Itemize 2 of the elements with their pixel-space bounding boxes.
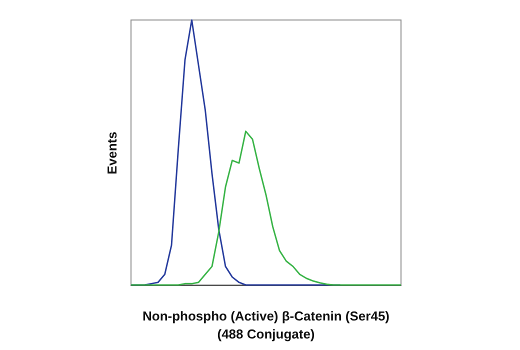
y-axis-title: Events: [104, 132, 120, 174]
x-axis-title: Non-phospho (Active) β-Catenin (Ser45) (488 Conjugate): [142, 308, 390, 342]
